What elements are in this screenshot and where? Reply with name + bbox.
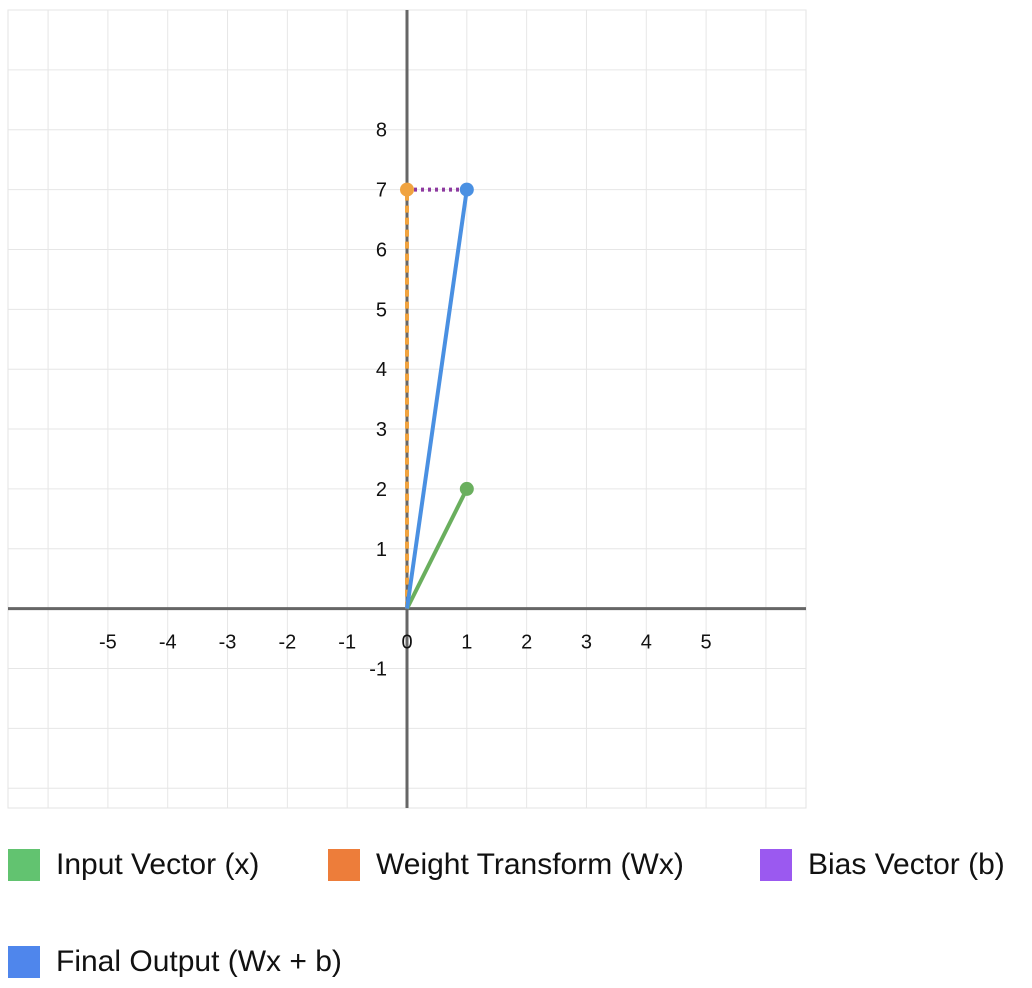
x-tick-label: 3 [581,632,592,654]
legend-item-weight-transform: Weight Transform (Wx) [328,845,684,885]
x-tick-label: 4 [641,632,652,654]
legend-item-bias-vector: Bias Vector (b) [760,845,1005,885]
legend-label-input-vector: Input Vector (x) [56,848,260,881]
legend-swatch-weight-transform [328,849,360,881]
legend-swatch-bias-vector [760,849,792,881]
y-tick-label: 6 [376,239,387,261]
y-tick-label: 5 [376,299,387,321]
x-tick-label: -5 [99,632,117,654]
series-point-weight-transform-wx [400,182,414,197]
series-point-final-output-wx-b [459,182,474,197]
x-tick-label: -4 [159,632,177,654]
legend-swatch-input-vector [8,849,40,881]
y-tick-label: 8 [376,120,387,142]
legend-swatch-final-output [8,946,40,978]
x-tick-label: 5 [701,632,712,654]
x-tick-label: 0 [401,632,412,654]
chart-area: -5 -4 -3 -2 -1 0 1 2 3 4 5 8 7 6 5 4 3 2 1 -1 [7,9,807,809]
legend-item-final-output: Final Output (Wx + b) [8,942,342,982]
y-tick-label: 4 [376,359,387,381]
x-tick-label: -3 [219,632,237,654]
y-tick-label: -1 [369,659,387,681]
x-tick-label: 2 [521,632,532,654]
series-point-input-vector-x [459,481,474,496]
y-tick-label: 1 [376,539,387,561]
y-tick-label: 2 [376,479,387,501]
legend-label-bias-vector: Bias Vector (b) [808,848,1005,881]
x-tick-label: -2 [278,632,296,654]
y-tick-label: 3 [376,419,387,441]
series-line-final-output-wx-b [405,189,469,609]
vector-plot: -5 -4 -3 -2 -1 0 1 2 3 4 5 8 7 6 5 4 3 2 1 -1 [7,9,807,809]
y-tick-label: 7 [376,180,387,202]
legend: Input Vector (x) Weight Transform (Wx) B… [8,830,1028,980]
legend-label-weight-transform: Weight Transform (Wx) [376,848,684,881]
legend-item-input-vector: Input Vector (x) [8,845,259,885]
series-line-input-vector-x [405,488,469,610]
x-tick-label: 1 [461,632,472,654]
x-tick-label: -1 [338,632,356,654]
legend-label-final-output: Final Output (Wx + b) [56,945,342,978]
